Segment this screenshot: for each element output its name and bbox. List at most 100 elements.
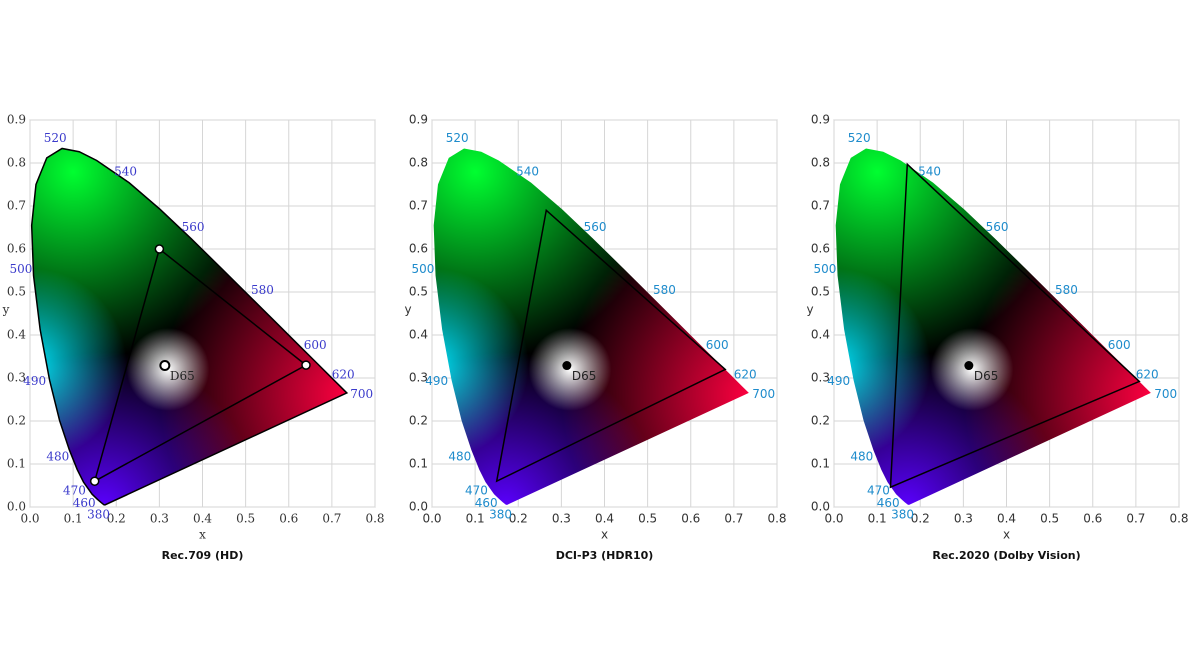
wavelength-label: 520: [446, 131, 469, 145]
y-tick-label: 0.8: [7, 156, 26, 170]
gamut-triangle: [889, 162, 1141, 489]
wavelength-label: 560: [986, 220, 1009, 234]
wavelength-label: 460: [475, 496, 498, 510]
y-tick-label: 0.5: [409, 285, 428, 299]
wavelength-label: 500: [9, 262, 32, 276]
wavelength-label: 540: [918, 164, 941, 178]
wavelength-label: 470: [867, 483, 890, 497]
x-tick-label: 0.6: [279, 512, 298, 526]
wavelength-label: 700: [1154, 387, 1177, 401]
y-tick-label: 0.0: [811, 500, 830, 514]
wavelength-label: 470: [465, 483, 488, 497]
y-tick-label: 0.2: [7, 414, 26, 428]
y-tick-label: 0.8: [409, 156, 428, 170]
y-tick-label: 0.3: [811, 371, 830, 385]
y-tick-label: 0.7: [7, 199, 26, 213]
wavelength-label: 380: [87, 507, 110, 521]
y-tick-label: 0.4: [811, 328, 830, 342]
wavelength-label: 700: [752, 387, 775, 401]
y-tick-label: 0.4: [7, 328, 26, 342]
wavelength-label: 380: [891, 507, 914, 521]
wavelength-label: 520: [848, 131, 871, 145]
wavelength-label: 620: [734, 368, 757, 382]
x-tick-label: 0.7: [1126, 512, 1145, 526]
x-tick-label: 0.0: [20, 512, 39, 526]
x-tick-label: 0.7: [322, 512, 341, 526]
y-tick-label: 0.7: [409, 199, 428, 213]
y-tick-label: 0.3: [409, 371, 428, 385]
x-tick-label: 0.1: [868, 512, 887, 526]
wavelength-label: 700: [350, 387, 373, 401]
wavelength-label: 500: [813, 262, 836, 276]
wavelength-label: 560: [584, 220, 607, 234]
x-tick-label: 0.1: [64, 512, 83, 526]
white-point: [159, 360, 171, 372]
x-tick-label: 0.8: [767, 512, 786, 526]
white-point-label: D65: [572, 369, 597, 383]
y-tick-label: 0.6: [811, 242, 830, 256]
gamut-vertex: [301, 360, 311, 370]
wavelength-label: 480: [46, 449, 69, 463]
white-point: [964, 361, 974, 371]
x-tick-label: 0.4: [595, 512, 614, 526]
x-tick-label: 0.8: [365, 512, 384, 526]
wavelength-label: 490: [23, 374, 46, 388]
y-tick-label: 0.0: [409, 500, 428, 514]
wavelength-label: 480: [850, 449, 873, 463]
wavelength-label: 580: [251, 283, 274, 297]
x-tick-label: 0.5: [1040, 512, 1059, 526]
wavelength-label: 600: [706, 338, 729, 352]
x-axis-label: x: [199, 528, 206, 542]
x-tick-label: 0.6: [1083, 512, 1102, 526]
x-tick-label: 0.5: [236, 512, 255, 526]
white-point-label: D65: [974, 369, 999, 383]
x-tick-label: 0.3: [150, 512, 169, 526]
x-tick-label: 0.7: [724, 512, 743, 526]
y-tick-label: 0.7: [811, 199, 830, 213]
gamut-triangle: [495, 208, 727, 483]
wavelength-label: 540: [114, 164, 137, 178]
spectral-locus: [30, 147, 349, 506]
wavelength-label: 500: [411, 262, 434, 276]
y-tick-label: 0.4: [409, 328, 428, 342]
x-tick-label: 0.5: [638, 512, 657, 526]
wavelength-label: 380: [489, 507, 512, 521]
y-axis-label: y: [404, 303, 411, 317]
x-tick-label: 0.2: [911, 512, 930, 526]
y-tick-label: 0.1: [7, 457, 26, 471]
y-tick-label: 0.5: [811, 285, 830, 299]
x-tick-label: 0.1: [466, 512, 485, 526]
x-tick-label: 0.8: [1169, 512, 1188, 526]
chart: 0.0 0.1 0.2 0.3 0.4 0.5 0.6 0.7 0.8 0.0 0.1 0.2 0.3 0…: [2, 113, 385, 563]
y-tick-label: 0.9: [409, 113, 428, 127]
gamut-triangle: [93, 247, 308, 483]
x-axis-label: x: [601, 528, 608, 542]
x-tick-label: 0.3: [552, 512, 571, 526]
y-tick-label: 0.3: [7, 371, 26, 385]
gamut-vertex: [154, 244, 165, 254]
y-tick-label: 0.9: [811, 113, 830, 127]
wavelength-label: 600: [1108, 338, 1131, 352]
x-tick-label: 0.2: [107, 512, 126, 526]
y-tick-label: 0.9: [7, 113, 26, 127]
chart-caption: Rec.709 (HD): [162, 549, 244, 562]
chart: 0.0 0.1 0.2 0.3 0.4 0.5 0.6 0.7 0.8 0.0 0.1 0.2 0.3 0…: [806, 113, 1188, 563]
wavelength-label: 580: [653, 283, 676, 297]
y-tick-label: 0.1: [811, 457, 830, 471]
x-tick-label: 0.3: [954, 512, 973, 526]
wavelength-label: 620: [1136, 368, 1159, 382]
white-point-label: D65: [170, 369, 195, 383]
y-tick-label: 0.2: [409, 414, 428, 428]
wavelength-label: 520: [44, 131, 67, 145]
wavelength-label: 580: [1055, 283, 1078, 297]
y-tick-label: 0.1: [409, 457, 428, 471]
y-tick-label: 0.6: [7, 242, 26, 256]
x-tick-label: 0.2: [509, 512, 528, 526]
chart: 0.0 0.1 0.2 0.3 0.4 0.5 0.6 0.7 0.8 0.0 0.1 0.2 0.3 0…: [404, 113, 786, 563]
wavelength-label: 560: [182, 220, 205, 234]
wavelength-label: 620: [332, 368, 355, 382]
y-axis-label: y: [806, 303, 813, 317]
y-tick-label: 0.8: [811, 156, 830, 170]
x-tick-label: 0.4: [193, 512, 212, 526]
y-tick-label: 0.0: [7, 500, 26, 514]
